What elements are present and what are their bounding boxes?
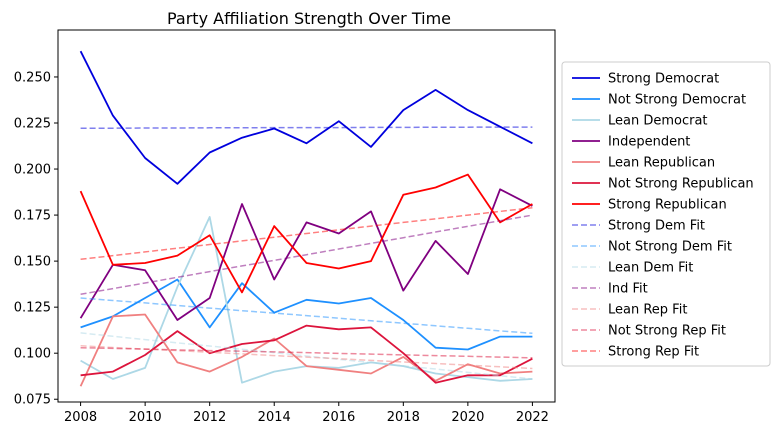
series-line-strong-republican <box>79 173 533 294</box>
legend-label: Not Strong Rep Fit <box>608 324 726 339</box>
y-tick-label: 0.150 <box>14 255 51 270</box>
x-tick-label: 2012 <box>193 410 226 425</box>
legend: Strong Democrat Not Strong Democrat Lean D… <box>561 61 771 367</box>
plot-area <box>57 29 556 403</box>
legend-label: Lean Rep Fit <box>608 303 687 318</box>
y-tick-label: 0.100 <box>14 347 51 362</box>
y-tick-label: 0.200 <box>14 163 51 178</box>
legend-label: Ind Fit <box>608 282 648 297</box>
legend-label: Strong Rep Fit <box>608 345 699 360</box>
y-tick-label: 0.250 <box>14 70 51 85</box>
legend-label: Not Strong Republican <box>608 177 754 192</box>
legend-frame <box>561 61 771 367</box>
y-tick-label: 0.225 <box>14 117 51 132</box>
y-tick-label: 0.075 <box>14 393 51 408</box>
x-tick-label: 2010 <box>129 410 162 425</box>
chart-title: Party Affiliation Strength Over Time <box>167 9 451 28</box>
series-line-strong-dem-fit <box>80 126 533 129</box>
series-line-not-strong-rep-fit <box>80 346 533 359</box>
series-line-independent <box>79 188 533 321</box>
legend-label: Strong Republican <box>608 198 727 213</box>
y-tick-label: 0.175 <box>14 209 51 224</box>
series-line-not-strong-republican <box>80 324 533 384</box>
legend-label: Lean Republican <box>608 156 715 171</box>
legend-label: Lean Democrat <box>608 114 708 129</box>
series-line-not-strong-democrat <box>80 278 533 351</box>
series-line-lean-dem-fit <box>80 332 533 380</box>
series-line-strong-rep-fit <box>80 206 533 261</box>
legend-label: Not Strong Democrat <box>608 93 746 108</box>
series-line-lean-republican <box>79 313 533 387</box>
legend-label: Strong Democrat <box>608 72 719 87</box>
legend-label: Not Strong Dem Fit <box>608 240 732 255</box>
x-tick-label: 2020 <box>451 410 484 425</box>
legend-label: Lean Dem Fit <box>608 261 693 276</box>
series-line-not-strong-dem-fit <box>80 297 533 335</box>
y-tick-label: 0.125 <box>14 301 51 316</box>
legend-label: Independent <box>608 135 690 150</box>
legend-label: Strong Dem Fit <box>608 219 705 234</box>
series-lines <box>79 50 533 387</box>
x-tick-label: 2016 <box>322 410 355 425</box>
series-line-strong-democrat <box>79 50 533 185</box>
x-tick-label: 2008 <box>64 410 97 425</box>
x-axis: 2008 2010 2012 2014 2016 2018 2020 2022 <box>64 402 549 425</box>
x-tick-label: 2022 <box>516 410 549 425</box>
x-tick-label: 2014 <box>258 410 291 425</box>
series-line-ind-fit <box>80 214 533 296</box>
x-tick-label: 2018 <box>387 410 420 425</box>
y-axis: 0.075 0.100 0.125 0.150 0.175 0.200 0.225 0.250 <box>14 70 58 408</box>
